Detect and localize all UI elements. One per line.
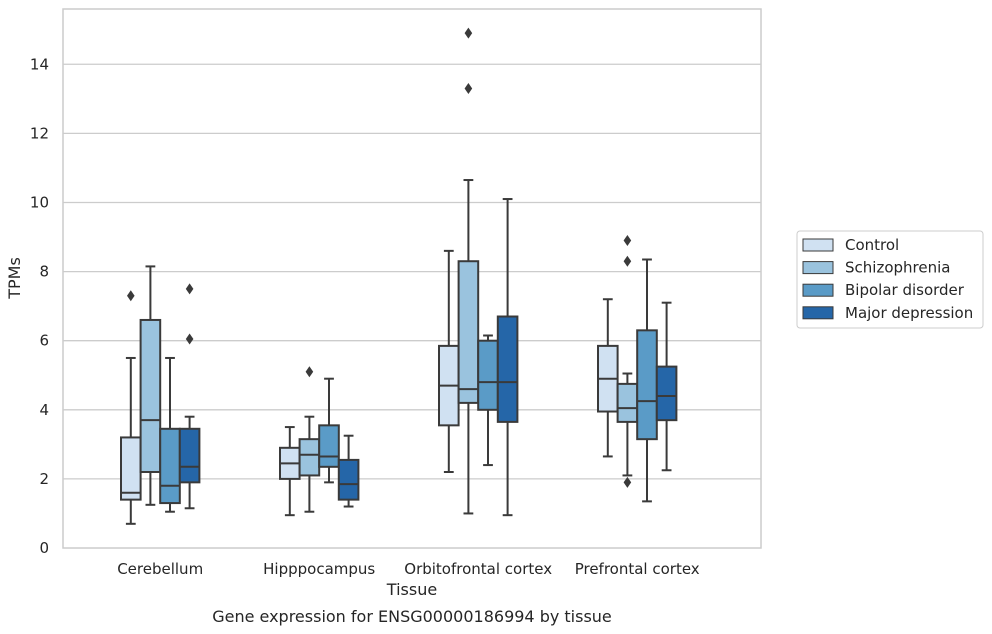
- y-tick-label: 14: [30, 55, 49, 73]
- outlier-point: [623, 234, 632, 246]
- outlier-point: [464, 82, 473, 94]
- box-plot: [120, 290, 142, 525]
- y-tick-labels: 0 2 4 6 8 10 12 14: [30, 55, 49, 557]
- y-tick-label: 10: [30, 193, 49, 211]
- box: [636, 329, 658, 441]
- box-plot: [139, 265, 162, 506]
- box: [298, 438, 321, 477]
- outlier-point: [623, 476, 632, 488]
- box-plot: [178, 283, 201, 510]
- box: [655, 365, 678, 422]
- box-plot: [636, 258, 658, 503]
- x-tick-labels: Cerebellum Hipppocampus Orbitofrontal cort…: [117, 560, 700, 578]
- box: [337, 458, 360, 501]
- y-tick-label: 4: [39, 401, 49, 419]
- legend-label: Bipolar disorder: [845, 281, 965, 299]
- box-plot: [616, 234, 639, 488]
- box: [139, 318, 162, 473]
- box-plot: [337, 434, 360, 508]
- legend-label: Control: [845, 236, 899, 254]
- legend-swatch: [802, 306, 834, 320]
- plot-frame: [62, 8, 762, 549]
- box: [477, 339, 499, 411]
- box-plot: [298, 366, 321, 513]
- outlier-point: [464, 27, 473, 39]
- x-tick-label: Cerebellum: [117, 560, 203, 578]
- box-plot: [655, 301, 678, 472]
- legend-label: Major depression: [845, 304, 973, 322]
- box: [318, 424, 340, 468]
- box-plot: [496, 198, 519, 517]
- box-plot: [457, 27, 480, 515]
- box: [159, 427, 181, 505]
- legend-label: Schizophrenia: [845, 259, 950, 277]
- y-tick-label: 2: [39, 470, 49, 488]
- x-tick-label: Orbitofrontal cortex: [404, 560, 552, 578]
- y-axis-label: TPMs: [5, 257, 24, 300]
- box: [457, 260, 480, 404]
- box-plot: [597, 298, 619, 458]
- legend-frame: [796, 230, 984, 329]
- box: [120, 436, 142, 501]
- grid-lines: [63, 63, 761, 480]
- outlier-point: [623, 255, 632, 267]
- box: [616, 382, 639, 423]
- x-tick-label: Hipppocampus: [263, 560, 375, 578]
- box-plot: [318, 377, 340, 484]
- outlier-point: [185, 333, 194, 345]
- outlier-point: [305, 366, 314, 378]
- y-tick-label: 0: [39, 539, 49, 557]
- y-tick-label: 12: [30, 124, 49, 142]
- box: [496, 315, 519, 423]
- box-plots: [120, 27, 678, 525]
- figure-caption: Gene expression for ENSG00000186994 by t…: [212, 607, 612, 626]
- box-plot: [438, 249, 460, 473]
- outlier-point: [185, 283, 194, 295]
- legend-swatch: [802, 283, 834, 297]
- box: [178, 427, 201, 484]
- legend-swatch: [802, 261, 834, 275]
- box-plot: [159, 356, 181, 513]
- legend-swatch: [802, 238, 834, 252]
- x-axis-label: Tissue: [386, 580, 437, 599]
- legend: Control Schizophrenia Bipolar disorder Majo…: [796, 230, 984, 329]
- box-plot: [279, 426, 301, 517]
- x-tick-label: Prefrontal cortex: [575, 560, 700, 578]
- y-tick-label: 8: [39, 263, 49, 281]
- box-plot: [477, 334, 499, 467]
- y-tick-label: 6: [39, 332, 49, 350]
- outlier-point: [127, 290, 135, 302]
